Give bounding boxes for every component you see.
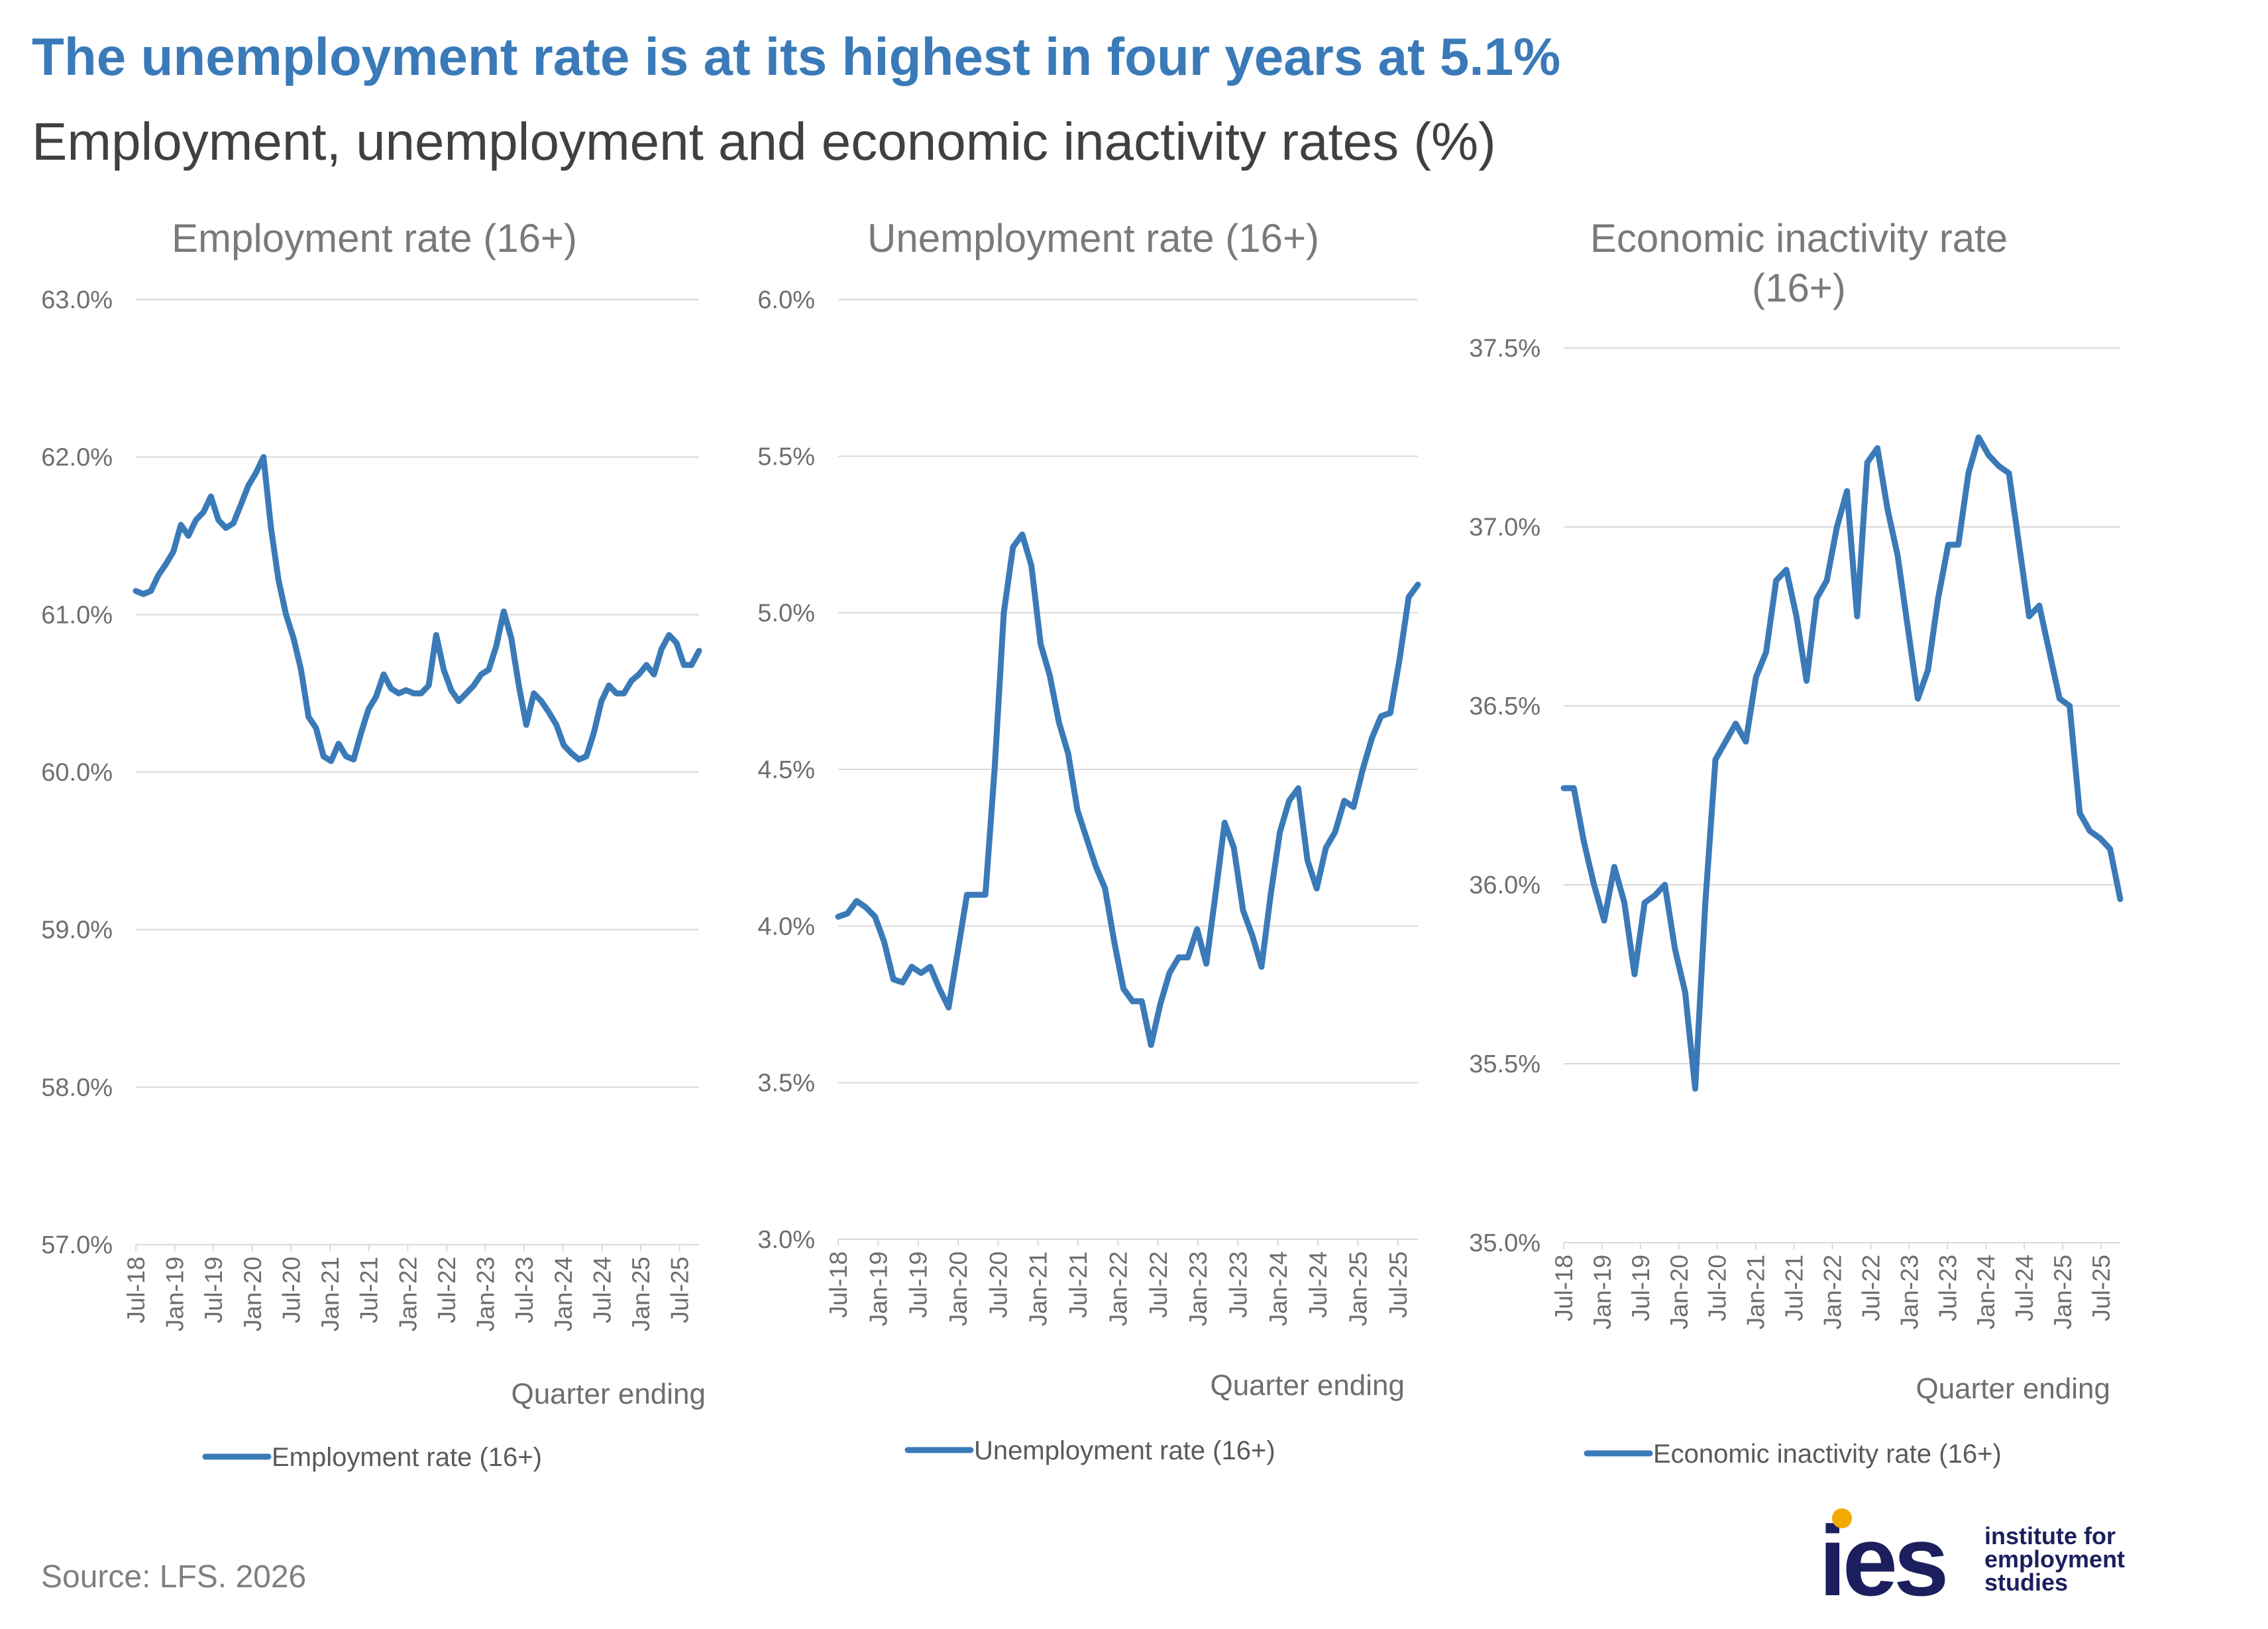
y-tick-label: 37.0%: [1469, 514, 1540, 541]
logo-dot: [1832, 1508, 1852, 1528]
y-tick-label: 37.5%: [1469, 335, 1540, 363]
x-tick-label: Jul-23: [511, 1257, 538, 1323]
x-tick-label: Jan-22: [1819, 1255, 1847, 1329]
chart-panel-2: Unemployment rate (16+) 3.0% 3.5% 4.0% 4.5% 5…: [757, 216, 1421, 1465]
chart-panel-1: Employment rate (16+) 57.0% 58.0% 59.0% 60.0…: [41, 216, 706, 1472]
x-tick-label: Jul-22: [433, 1257, 460, 1323]
chart-panel-3: Economic inactivity rate (16+) 35.0% 35.5% 3…: [1469, 216, 2124, 1469]
x-tick-label: Jul-22: [1857, 1255, 1884, 1321]
x-tick-label: Jul-24: [1305, 1251, 1332, 1318]
x-tick-label: Jul-24: [2011, 1255, 2038, 1321]
legend-label: Employment rate (16+): [272, 1443, 542, 1472]
x-tick-label: Jan-25: [627, 1257, 655, 1331]
x-tick-label: Jul-20: [985, 1251, 1012, 1318]
x-tick-label: Jul-21: [1065, 1251, 1092, 1318]
x-tick-label: Jan-22: [1105, 1251, 1132, 1326]
x-tick-label: Jul-23: [1224, 1251, 1252, 1318]
x-tick-label: Jan-24: [550, 1257, 577, 1331]
x-axis-label: Quarter ending: [1916, 1373, 2110, 1405]
x-tick-label: Jul-21: [356, 1257, 383, 1323]
x-tick-label: Jan-23: [1185, 1251, 1212, 1326]
x-tick-label: Jan-19: [1589, 1255, 1616, 1329]
x-tick-label: Jul-19: [905, 1251, 932, 1318]
chart-title: Unemployment rate (16+): [867, 216, 1319, 260]
x-tick-label: Jan-19: [865, 1251, 892, 1326]
x-axis-label: Quarter ending: [511, 1378, 706, 1410]
x-tick-label: Jan-21: [1743, 1255, 1770, 1329]
y-tick-label: 57.0%: [41, 1231, 113, 1259]
series-line: [1560, 434, 2124, 1092]
x-tick-label: Jan-20: [239, 1257, 266, 1331]
logo-line-1: institute for: [1984, 1522, 2116, 1549]
legend-label: Economic inactivity rate (16+): [1653, 1439, 2002, 1469]
legend-label: Unemployment rate (16+): [974, 1436, 1275, 1465]
x-tick-label: Jul-20: [278, 1257, 305, 1323]
logo-text: institute for employment studies: [1984, 1522, 2126, 1596]
y-tick-label: 59.0%: [41, 917, 113, 944]
y-tick-label: 60.0%: [41, 759, 113, 787]
logo-line-3: studies: [1984, 1569, 2069, 1596]
x-tick-label: Jan-23: [472, 1257, 500, 1331]
x-axis-label: Quarter ending: [1210, 1369, 1405, 1402]
x-tick-label: Jan-20: [1666, 1255, 1693, 1329]
x-tick-label: Jan-25: [1344, 1251, 1372, 1326]
x-tick-label: Jul-19: [200, 1257, 227, 1323]
chart-title: Economic inactivity rate: [1590, 216, 2008, 260]
x-tick-label: Jul-25: [2088, 1255, 2115, 1321]
y-tick-label: 58.0%: [41, 1074, 113, 1101]
x-tick-label: Jul-18: [825, 1251, 852, 1318]
source-note: Source: LFS. 2026: [41, 1559, 307, 1595]
x-tick-label: Jul-22: [1145, 1251, 1172, 1318]
x-tick-label: Jul-19: [1627, 1255, 1654, 1321]
y-tick-label: 5.0%: [757, 600, 815, 628]
y-tick-label: 63.0%: [41, 286, 113, 314]
y-tick-label: 35.5%: [1469, 1050, 1540, 1078]
y-tick-label: 4.5%: [757, 756, 815, 784]
y-tick-label: 61.0%: [41, 601, 113, 629]
x-tick-label: Jan-24: [1265, 1251, 1292, 1326]
subtitle: Employment, unemployment and economic in…: [32, 112, 1496, 171]
series-line: [835, 532, 1421, 1048]
logo-line-2: employment: [1984, 1545, 2126, 1573]
chart-title: Employment rate (16+): [172, 216, 577, 260]
y-tick-label: 6.0%: [757, 286, 815, 314]
chart-title: (16+): [1752, 266, 1846, 310]
x-tick-label: Jan-24: [1972, 1255, 2000, 1329]
x-tick-label: Jan-19: [162, 1257, 189, 1331]
y-tick-label: 5.5%: [757, 443, 815, 471]
y-tick-label: 3.0%: [757, 1226, 815, 1254]
x-tick-label: Jul-25: [667, 1257, 694, 1323]
y-tick-label: 36.0%: [1469, 871, 1540, 899]
y-tick-label: 35.0%: [1469, 1229, 1540, 1257]
x-tick-label: Jul-20: [1704, 1255, 1731, 1321]
x-tick-label: Jan-21: [317, 1257, 344, 1331]
x-tick-label: Jul-21: [1781, 1255, 1808, 1321]
y-tick-label: 62.0%: [41, 444, 113, 472]
x-tick-label: Jul-24: [588, 1257, 616, 1323]
x-tick-label: Jul-25: [1385, 1251, 1412, 1318]
y-tick-label: 3.5%: [757, 1070, 815, 1097]
x-tick-label: Jan-21: [1025, 1251, 1052, 1326]
series-line: [133, 454, 702, 764]
headline: The unemployment rate is at its highest …: [32, 27, 1561, 86]
x-tick-label: Jul-18: [123, 1257, 150, 1323]
x-tick-label: Jan-25: [2049, 1255, 2077, 1329]
x-tick-label: Jan-23: [1896, 1255, 1923, 1329]
y-tick-label: 4.0%: [757, 913, 815, 940]
x-tick-label: Jan-20: [945, 1251, 972, 1326]
x-tick-label: Jan-22: [394, 1257, 421, 1331]
ies-logo: ies institute for employment studies: [1819, 1503, 2126, 1616]
x-tick-label: Jul-23: [1934, 1255, 1961, 1321]
y-tick-label: 36.5%: [1469, 693, 1540, 720]
x-tick-label: Jul-18: [1550, 1255, 1578, 1321]
